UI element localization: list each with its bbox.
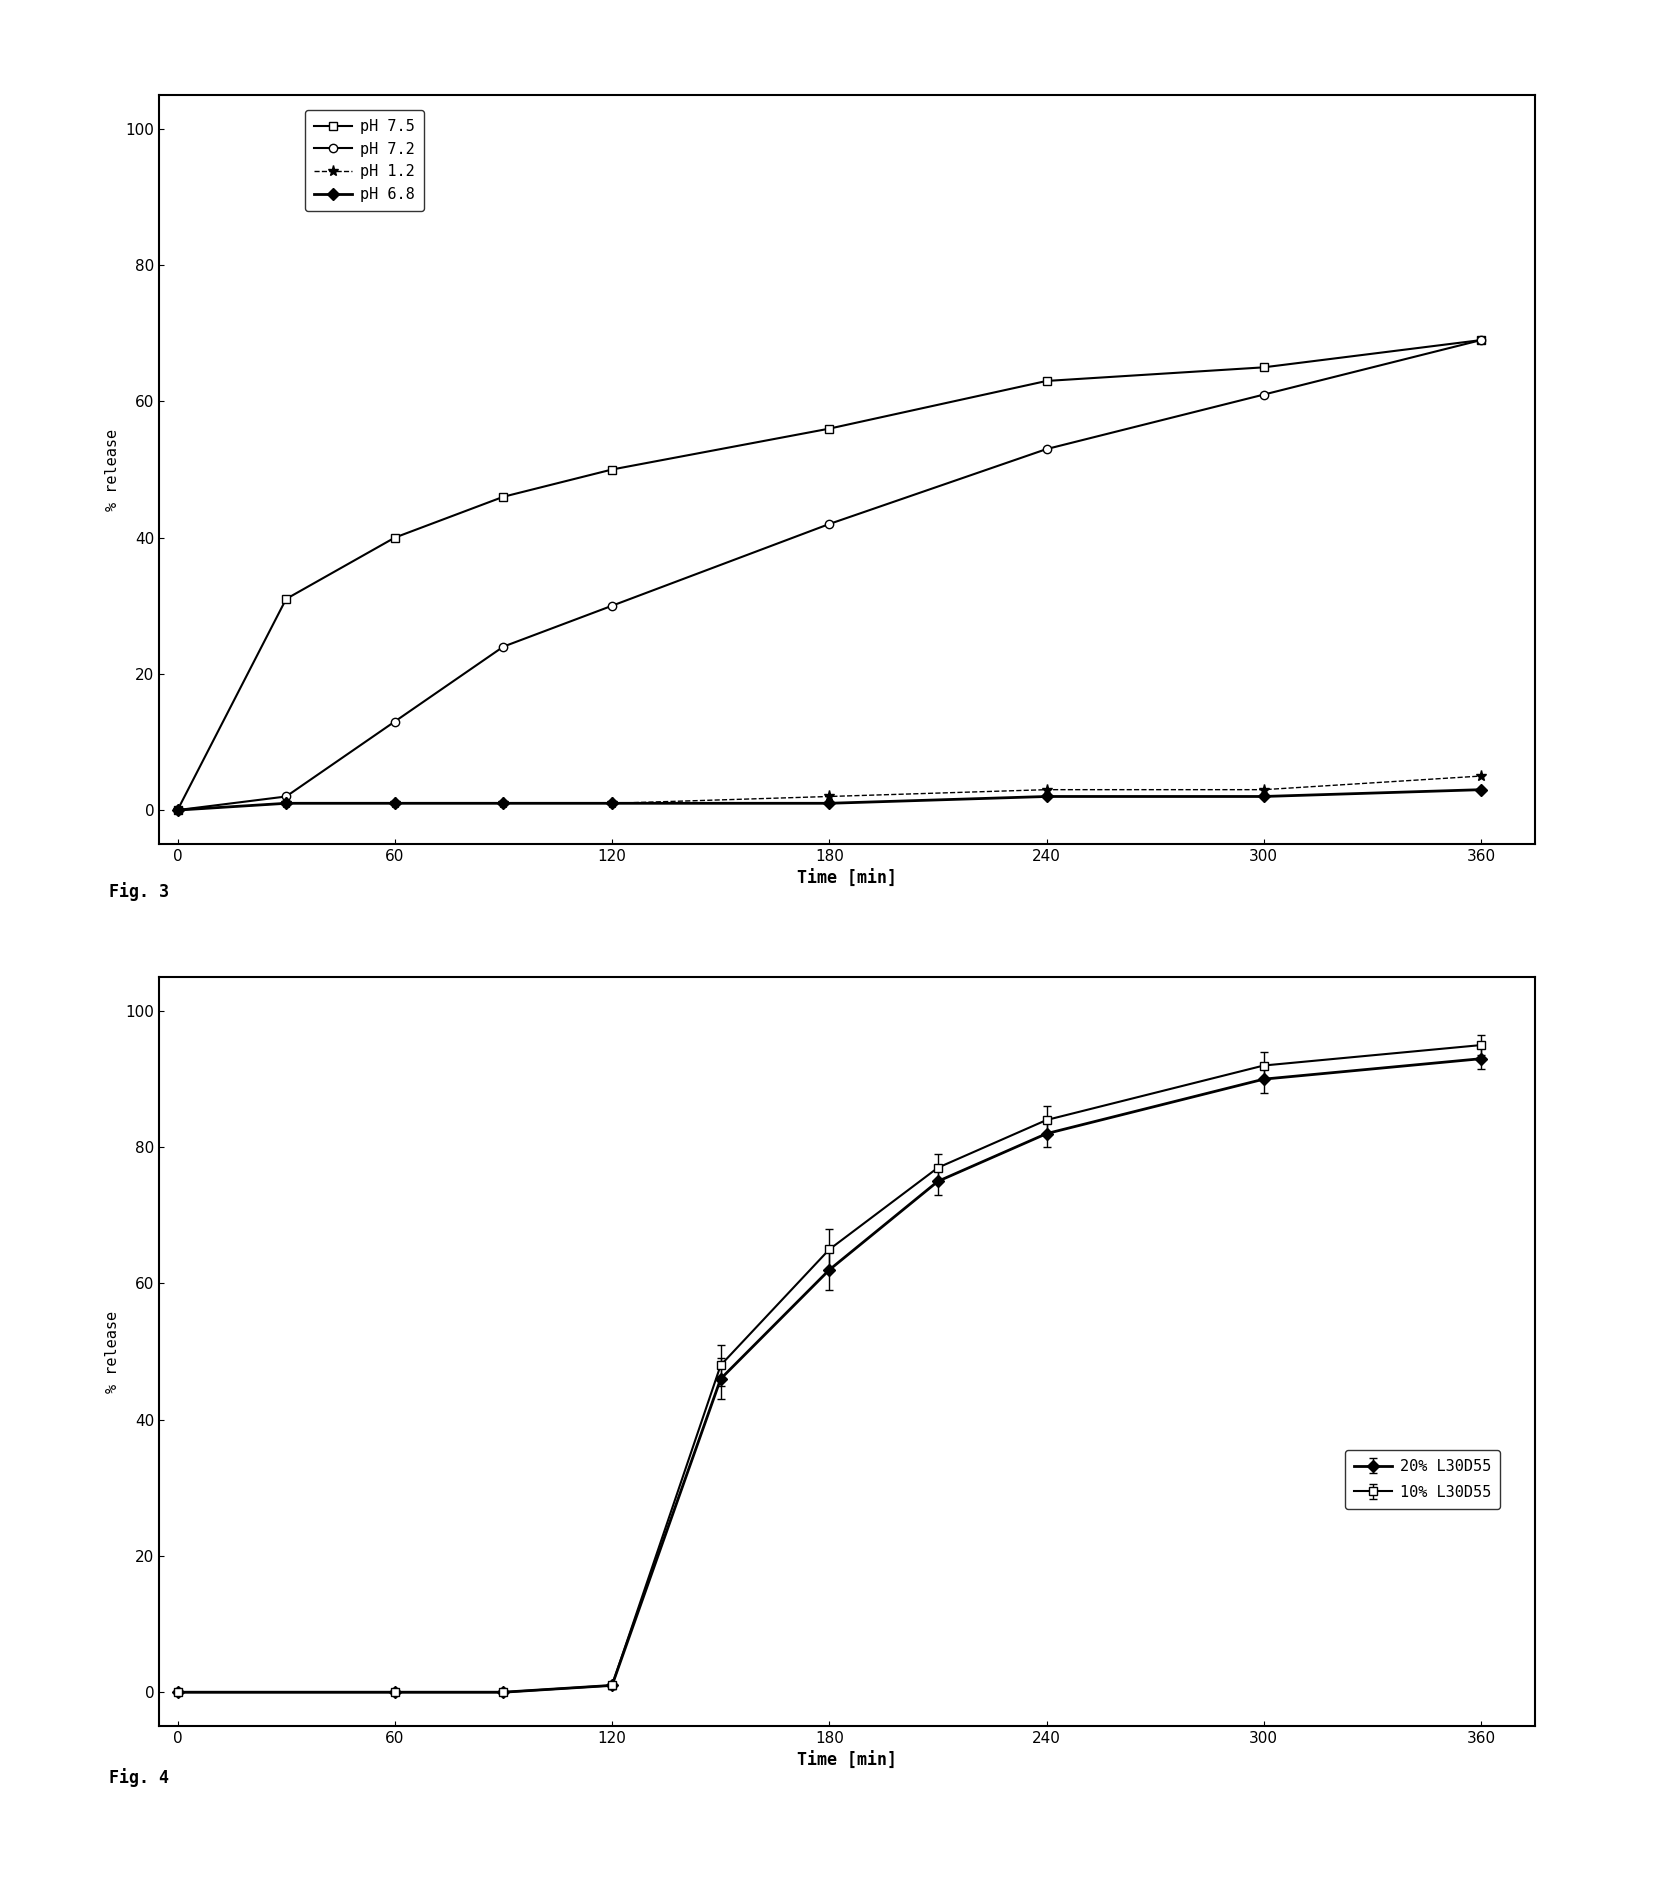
Legend: pH 7.5, pH 7.2, pH 1.2, pH 6.8: pH 7.5, pH 7.2, pH 1.2, pH 6.8 [305, 110, 423, 211]
pH 7.2 [384, 709, 404, 732]
pH 1.2 [384, 791, 404, 814]
Legend: 20% L30D55, 10% L30D55: 20% L30D55, 10% L30D55 [1344, 1449, 1500, 1508]
Line: pH 7.2: pH 7.2 [173, 336, 1485, 814]
pH 7.2 [168, 799, 188, 821]
pH 1.2 [1253, 778, 1274, 801]
Text: Fig. 4: Fig. 4 [109, 1768, 169, 1787]
pH 7.2 [493, 635, 513, 658]
pH 7.5 [819, 417, 839, 440]
pH 7.2 [602, 594, 623, 617]
pH 6.8 [1253, 785, 1274, 808]
pH 7.5 [1253, 357, 1274, 379]
Line: pH 1.2: pH 1.2 [171, 770, 1487, 816]
Y-axis label: % release: % release [106, 1311, 121, 1392]
X-axis label: Time [min]: Time [min] [797, 1751, 898, 1770]
pH 7.5 [602, 457, 623, 480]
pH 1.2 [277, 791, 297, 814]
pH 7.2 [277, 785, 297, 808]
pH 6.8 [819, 791, 839, 814]
pH 1.2 [819, 785, 839, 808]
Text: Fig. 3: Fig. 3 [109, 882, 169, 901]
pH 6.8 [493, 791, 513, 814]
pH 7.2 [1472, 328, 1492, 351]
pH 7.5 [1472, 328, 1492, 351]
pH 1.2 [1472, 764, 1492, 787]
pH 7.2 [1253, 383, 1274, 406]
pH 7.5 [493, 486, 513, 508]
pH 7.5 [168, 799, 188, 821]
Line: pH 6.8: pH 6.8 [173, 785, 1485, 814]
pH 6.8 [168, 799, 188, 821]
Y-axis label: % release: % release [106, 429, 121, 510]
pH 1.2 [168, 799, 188, 821]
pH 7.2 [1037, 438, 1057, 461]
pH 6.8 [277, 791, 297, 814]
Line: pH 7.5: pH 7.5 [173, 336, 1485, 814]
pH 6.8 [384, 791, 404, 814]
pH 7.5 [1037, 370, 1057, 393]
pH 1.2 [1037, 778, 1057, 801]
pH 7.5 [277, 588, 297, 611]
pH 7.5 [384, 525, 404, 548]
X-axis label: Time [min]: Time [min] [797, 869, 898, 888]
pH 7.2 [819, 512, 839, 535]
pH 6.8 [1037, 785, 1057, 808]
pH 1.2 [493, 791, 513, 814]
pH 1.2 [602, 791, 623, 814]
pH 6.8 [602, 791, 623, 814]
pH 6.8 [1472, 778, 1492, 801]
